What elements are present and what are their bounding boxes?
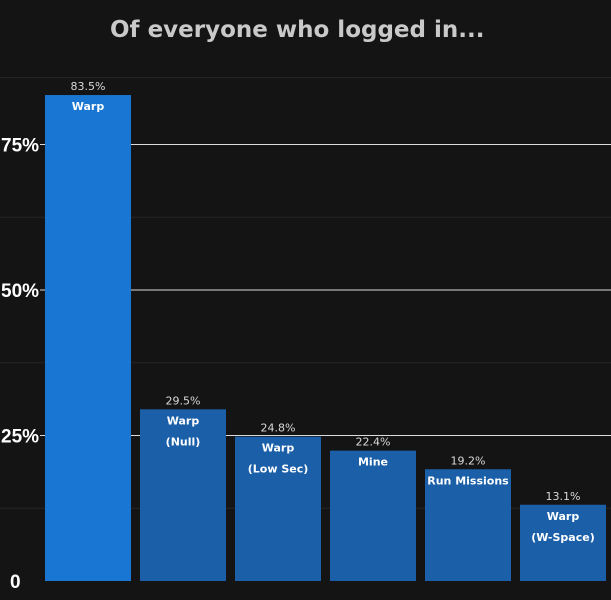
bar-labels: 83.5% Warp 29.5% Warp (Null) 24.8% Warp (Low Se… [71,80,595,544]
value-label: 24.8% [261,422,296,435]
value-label: 13.1% [546,490,581,503]
category-label: (Null) [166,435,201,448]
value-label: 19.2% [451,454,486,467]
bar-0 [45,95,131,581]
y-tick-label: 75% [1,136,39,157]
category-label: Warp [167,414,200,427]
bar-1 [140,409,226,581]
category-label: (W-Space) [531,531,594,544]
y-tick-label: 25% [1,427,39,448]
y-tick-label: 50% [1,281,39,302]
category-label: Warp [547,510,580,523]
value-label: 83.5% [71,80,106,93]
bar-5 [520,504,606,581]
category-label: Warp [72,100,105,113]
bar-2 [235,436,321,581]
chart-title: Of everyone who logged in... [110,17,484,43]
y-tick-label: 0 [10,572,21,593]
category-label: Run Missions [427,474,509,487]
category-label: (Low Sec) [248,463,309,476]
value-label: 22.4% [356,436,391,449]
bar-3 [330,450,416,581]
major-gridlines [40,144,611,436]
bar-4 [425,469,511,581]
category-label: Warp [262,442,295,455]
value-label: 29.5% [166,394,201,407]
y-axis: 0 25% 50% 75% [1,136,39,594]
bars [45,95,606,581]
category-label: Mine [358,456,388,469]
